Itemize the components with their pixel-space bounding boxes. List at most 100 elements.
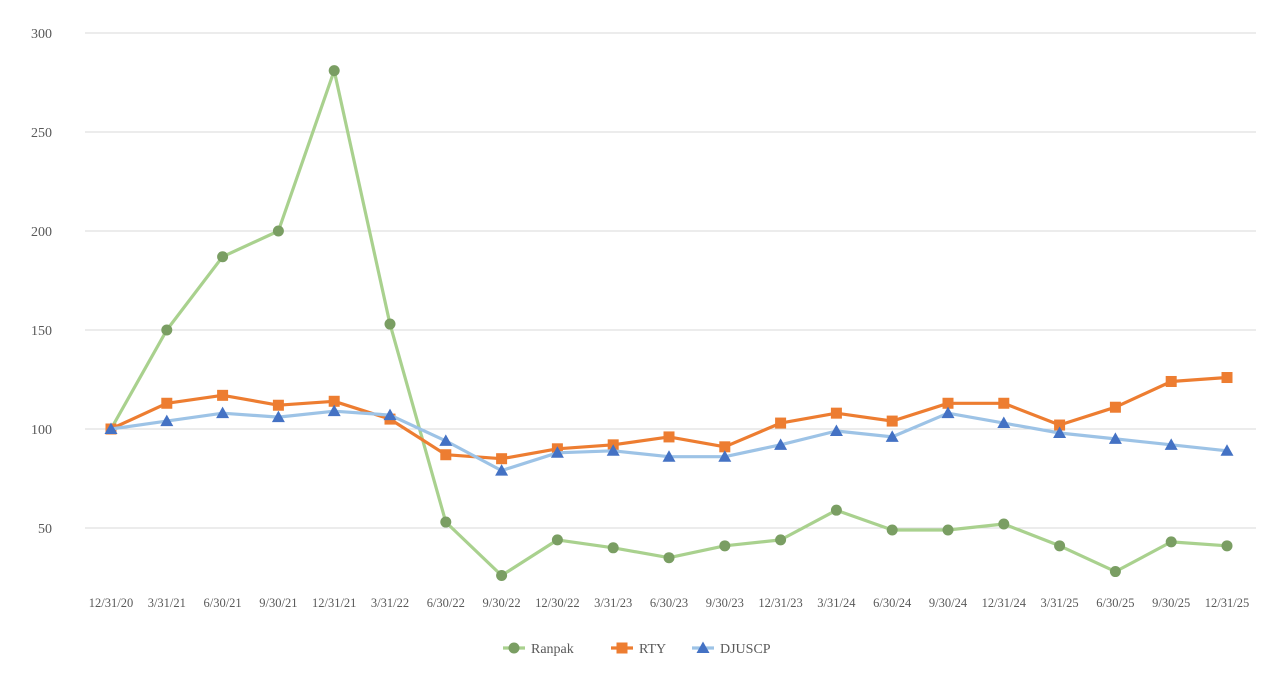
data-point-rty bbox=[719, 441, 731, 453]
series-djuscp bbox=[104, 404, 1234, 476]
legend-label: RTY bbox=[639, 642, 666, 657]
data-point-djuscp bbox=[662, 450, 676, 462]
x-tick-label: 12/30/22 bbox=[535, 596, 579, 610]
data-point-ranpak bbox=[830, 504, 842, 516]
data-point-djuscp bbox=[160, 414, 174, 427]
data-point-ranpak bbox=[1165, 536, 1177, 548]
y-axis-ticks: 50 100 150 200 250 300 bbox=[31, 27, 52, 537]
data-point-ranpak bbox=[942, 524, 954, 536]
x-tick-label: 6/30/22 bbox=[427, 596, 465, 610]
x-tick-label: 12/31/20 bbox=[89, 596, 133, 610]
legend-marker-square bbox=[616, 642, 628, 654]
y-tick-label: 300 bbox=[31, 27, 52, 42]
data-point-rty bbox=[942, 397, 954, 409]
x-axis-ticks: 12/31/20 3/31/21 6/30/21 9/30/21 12/31/21 3/3… bbox=[89, 596, 1249, 610]
x-tick-label: 3/31/22 bbox=[371, 596, 409, 610]
series-lines bbox=[104, 65, 1234, 582]
data-point-ranpak bbox=[719, 540, 731, 552]
data-point-rty bbox=[1054, 419, 1066, 431]
data-point-rty bbox=[440, 449, 452, 461]
y-tick-label: 100 bbox=[31, 423, 52, 438]
x-tick-label: 3/31/23 bbox=[594, 596, 632, 610]
data-point-ranpak bbox=[1109, 566, 1121, 578]
data-point-ranpak bbox=[217, 251, 229, 263]
data-point-ranpak bbox=[886, 524, 898, 536]
x-tick-label: 3/31/24 bbox=[817, 596, 856, 610]
data-point-ranpak bbox=[998, 518, 1010, 530]
data-point-ranpak bbox=[161, 324, 173, 336]
data-point-djuscp bbox=[885, 430, 899, 442]
x-tick-label: 3/31/21 bbox=[148, 596, 186, 610]
legend-item-djuscp: DJUSCP bbox=[692, 641, 771, 657]
data-point-rty bbox=[663, 431, 675, 443]
y-tick-label: 200 bbox=[31, 225, 52, 240]
data-point-ranpak bbox=[1054, 540, 1066, 552]
legend-item-rty: RTY bbox=[611, 642, 666, 657]
x-tick-label: 12/31/24 bbox=[982, 596, 1027, 610]
legend-label: Ranpak bbox=[531, 642, 574, 657]
legend-item-ranpak: Ranpak bbox=[503, 642, 574, 657]
data-point-djuscp bbox=[495, 464, 509, 476]
data-point-djuscp bbox=[1220, 444, 1234, 456]
data-point-djuscp bbox=[941, 406, 955, 419]
series-ranpak bbox=[105, 65, 1233, 582]
data-point-ranpak bbox=[775, 534, 787, 546]
legend-marker-triangle bbox=[696, 641, 710, 653]
x-tick-label: 9/30/25 bbox=[1152, 596, 1190, 610]
data-point-ranpak bbox=[272, 225, 284, 237]
x-tick-label: 9/30/21 bbox=[259, 596, 297, 610]
data-point-rty bbox=[1109, 401, 1121, 413]
x-tick-label: 3/31/25 bbox=[1040, 596, 1078, 610]
data-point-djuscp bbox=[774, 438, 788, 450]
data-point-djuscp bbox=[216, 406, 230, 419]
x-tick-label: 12/31/23 bbox=[758, 596, 802, 610]
x-tick-label: 6/30/21 bbox=[203, 596, 241, 610]
data-point-djuscp bbox=[439, 434, 453, 446]
x-tick-label: 9/30/24 bbox=[929, 596, 968, 610]
data-point-ranpak bbox=[328, 65, 340, 77]
data-point-djuscp bbox=[383, 408, 397, 421]
data-point-ranpak bbox=[551, 534, 563, 546]
data-point-rty bbox=[1221, 372, 1233, 384]
data-point-djuscp bbox=[271, 410, 285, 423]
data-point-rty bbox=[830, 407, 842, 419]
x-tick-label: 9/30/22 bbox=[482, 596, 520, 610]
data-point-rty bbox=[496, 453, 508, 465]
x-tick-label: 6/30/25 bbox=[1096, 596, 1134, 610]
data-point-ranpak bbox=[1221, 540, 1233, 552]
series-line-ranpak bbox=[109, 69, 1228, 578]
data-point-rty bbox=[1165, 375, 1177, 387]
data-point-djuscp bbox=[1108, 432, 1122, 444]
data-point-ranpak bbox=[384, 318, 396, 330]
data-point-rty bbox=[272, 399, 284, 411]
data-point-djuscp bbox=[1053, 426, 1067, 438]
data-point-rty bbox=[217, 389, 229, 401]
data-point-rty bbox=[328, 395, 340, 407]
data-point-ranpak bbox=[663, 552, 675, 564]
data-point-djuscp bbox=[327, 404, 341, 417]
series-rty bbox=[105, 372, 1233, 465]
y-tick-label: 150 bbox=[31, 324, 52, 339]
data-point-rty bbox=[886, 415, 898, 427]
data-point-rty bbox=[161, 397, 173, 409]
y-tick-label: 50 bbox=[38, 522, 52, 537]
x-tick-label: 6/30/24 bbox=[873, 596, 912, 610]
data-point-djuscp bbox=[997, 416, 1011, 429]
data-point-rty bbox=[775, 417, 787, 429]
data-point-rty bbox=[998, 397, 1010, 409]
data-point-djuscp bbox=[829, 424, 843, 436]
data-point-ranpak bbox=[607, 542, 619, 554]
legend: Ranpak RTY DJUSCP bbox=[503, 641, 771, 657]
data-point-djuscp bbox=[550, 446, 564, 458]
data-point-djuscp bbox=[718, 450, 732, 462]
data-point-ranpak bbox=[440, 516, 452, 528]
data-point-ranpak bbox=[496, 570, 508, 582]
y-tick-label: 250 bbox=[31, 126, 52, 141]
legend-label: DJUSCP bbox=[720, 642, 771, 657]
data-point-djuscp bbox=[1164, 438, 1178, 450]
x-tick-label: 9/30/23 bbox=[706, 596, 744, 610]
data-point-djuscp bbox=[606, 444, 620, 456]
legend-marker-circle bbox=[508, 642, 520, 654]
x-tick-label: 6/30/23 bbox=[650, 596, 688, 610]
